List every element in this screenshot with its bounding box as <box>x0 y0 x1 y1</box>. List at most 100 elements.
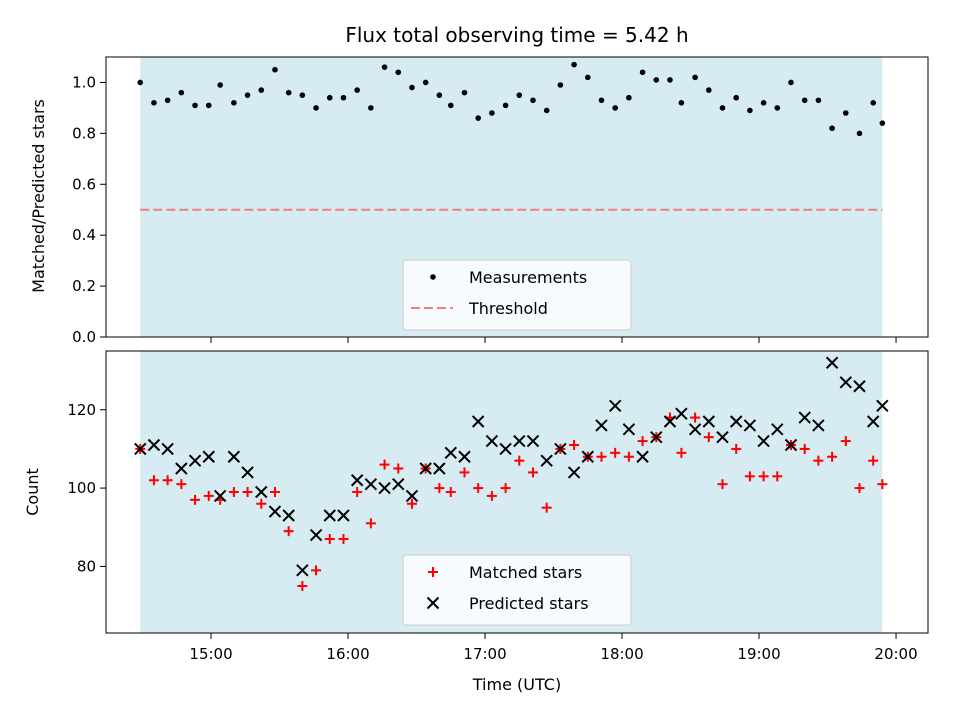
matched-star-point <box>352 487 363 497</box>
matched-star-point <box>637 436 648 447</box>
cross-stroke <box>540 454 553 467</box>
measurement-point <box>313 105 319 111</box>
axes-frame <box>105 350 929 634</box>
measurement-point <box>395 69 402 76</box>
matched-star-point <box>283 526 294 537</box>
matched-star-point <box>269 487 280 497</box>
measurement-point <box>192 102 198 109</box>
cross-stroke <box>743 419 757 432</box>
predicted-star-point <box>337 509 350 522</box>
measurement-point <box>340 94 347 101</box>
matched-star-point <box>541 502 552 513</box>
measurement-point <box>244 92 251 98</box>
matched-star-point <box>190 494 201 505</box>
bottom-panel: 80 100 120 15:00 16:00 17:00 18:00 19:00 20:00 Ma… <box>67 350 929 663</box>
predicted-star-point <box>650 430 663 444</box>
predicted-star-point <box>812 419 825 432</box>
predicted-star-point <box>147 438 161 452</box>
predicted-star-point <box>350 474 364 487</box>
matched-star-point <box>500 483 511 494</box>
cross-stroke <box>202 450 215 463</box>
measurement-point <box>843 110 849 116</box>
x-tick-label: 15:00 <box>189 645 232 663</box>
matched-star-point <box>365 518 376 529</box>
predicted-star-point <box>729 415 743 428</box>
matched-star-point <box>324 534 335 544</box>
matched-star-point <box>596 451 607 462</box>
top-panel: 0.0 0.2 0.4 0.6 0.8 1.0 Measurements Threshold <box>72 56 929 346</box>
cross-stroke <box>650 430 663 444</box>
predicted-star-point <box>458 450 471 463</box>
cross-stroke <box>812 419 825 432</box>
cross-stroke <box>458 450 471 463</box>
measurement-point <box>870 100 876 106</box>
cross-stroke <box>227 450 241 463</box>
measurement-point <box>475 115 481 121</box>
predicted-star-point <box>688 423 702 436</box>
predicted-star-point <box>175 462 188 475</box>
measurement-point <box>231 100 237 106</box>
matched-star-point <box>406 498 417 509</box>
measurement-point <box>706 87 712 93</box>
cross-stroke <box>364 477 378 491</box>
predicted-star-point <box>743 419 757 432</box>
predicted-star-point <box>485 434 499 448</box>
matched-star-point <box>445 487 456 497</box>
top-y-axis-label: Matched/Predicted stars <box>29 99 48 293</box>
predicted-star-point <box>255 485 268 499</box>
y-tick-label: 0.4 <box>72 226 96 244</box>
cross-stroke <box>433 462 446 475</box>
matched-star-point <box>623 451 634 462</box>
measurement-point <box>774 105 781 111</box>
measurement-point <box>299 92 306 98</box>
predicted-star-point <box>526 434 540 448</box>
matched-star-point <box>338 534 349 544</box>
cross-stroke <box>853 380 866 393</box>
predicted-star-point <box>608 399 622 413</box>
predicted-star-point <box>227 450 241 463</box>
predicted-star-point <box>241 466 254 479</box>
predicted-star-point <box>876 399 889 413</box>
measurement-point <box>137 79 144 86</box>
y-tick-label: 0.0 <box>72 328 96 346</box>
cross-stroke <box>175 462 188 475</box>
matched-star-point <box>703 432 714 443</box>
bottom-y-axis-label: Count <box>23 468 42 516</box>
measurement-point <box>788 79 794 86</box>
measurement-point <box>598 97 605 104</box>
cross-stroke <box>513 434 526 448</box>
cross-stroke <box>771 423 784 436</box>
measurement-point <box>381 64 388 70</box>
matched-star-point <box>228 487 239 497</box>
measurement-point <box>760 100 767 106</box>
matched-star-point <box>744 471 755 482</box>
measurement-point <box>653 77 660 83</box>
cross-stroke <box>268 505 282 518</box>
predicted-star-point <box>134 442 147 456</box>
matched-star-point <box>203 490 214 501</box>
legend-label: Predicted stars <box>469 594 589 613</box>
cross-stroke <box>188 454 202 467</box>
cross-stroke <box>405 489 419 503</box>
matched-star-point <box>799 443 810 454</box>
measurement-point <box>678 100 685 106</box>
measurement-point <box>571 61 577 68</box>
measurement-point <box>368 105 374 111</box>
matched-star-point <box>690 412 701 423</box>
cross-stroke <box>161 442 174 456</box>
y-tick-label: 100 <box>67 479 96 497</box>
measurement-point <box>856 130 863 137</box>
x-tick-label: 16:00 <box>326 645 369 663</box>
measurement-point <box>285 89 292 96</box>
matched-star-point <box>393 463 404 474</box>
x-tick-label: 20:00 <box>874 645 917 663</box>
matched-star-point <box>148 475 159 486</box>
predicted-star-point <box>702 415 716 428</box>
measurement-point <box>489 110 495 116</box>
cross-stroke <box>241 466 254 479</box>
matched-star-point <box>610 447 621 458</box>
measurement-point <box>639 69 646 76</box>
measurement-point <box>557 82 564 88</box>
predicted-star-point <box>309 528 323 542</box>
matched-star-point <box>297 581 308 591</box>
